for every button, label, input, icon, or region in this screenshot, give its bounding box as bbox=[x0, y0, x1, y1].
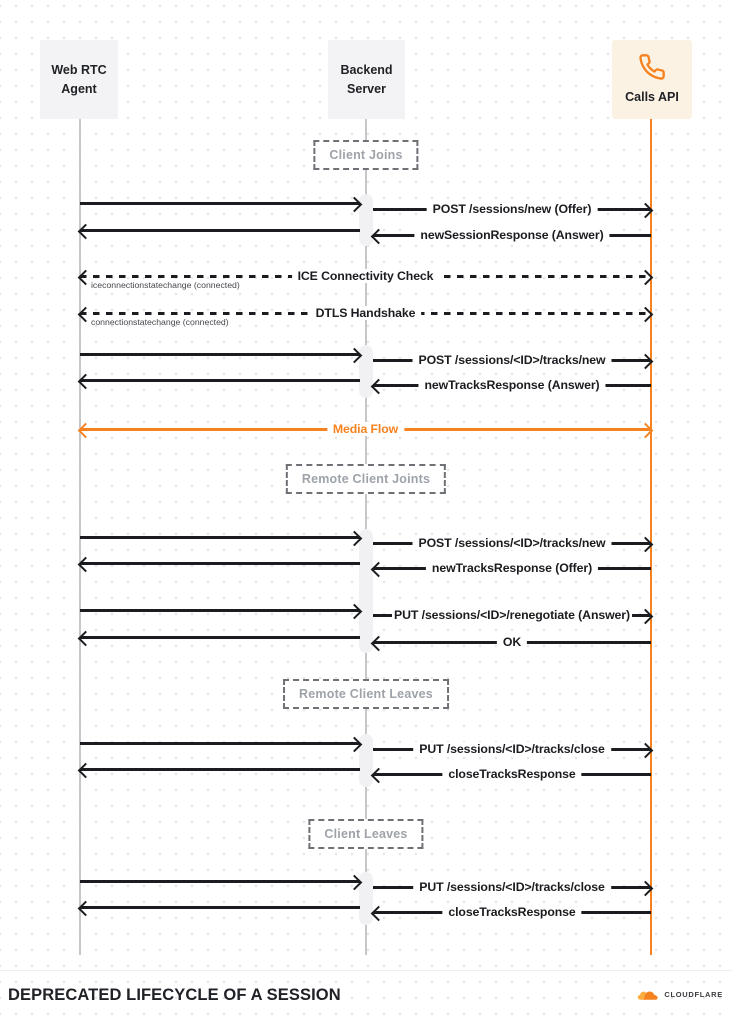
actor-backend-server: Backend Server bbox=[328, 40, 405, 119]
arrow-ice-connectivity-check: ICE Connectivity Check iceconnectionstat… bbox=[77, 269, 654, 290]
message-label: PUT /sessions/<ID>/tracks/close bbox=[413, 742, 611, 757]
arrowhead-left-icon bbox=[370, 228, 387, 244]
actor-backend-server-label: Backend Server bbox=[340, 62, 393, 96]
message-label: DTLS Handshake bbox=[309, 306, 422, 321]
lifeline-calls-api bbox=[650, 119, 652, 955]
message-label: POST /sessions/<ID>/tracks/new bbox=[412, 353, 612, 368]
arrow-dtls-handshake: DTLS Handshake connectionstatechange (co… bbox=[77, 306, 654, 327]
arrow-calls-to-backend: closeTracksResponse bbox=[370, 767, 651, 783]
brand-wordmark: CLOUDFLARE bbox=[664, 990, 723, 999]
arrowhead-left-icon bbox=[370, 905, 387, 921]
arrow-webrtc-to-backend bbox=[80, 603, 363, 619]
message-label: newTracksResponse (Answer) bbox=[418, 378, 606, 393]
arrowhead-left-icon bbox=[370, 561, 387, 577]
arrow-webrtc-to-backend bbox=[80, 874, 363, 890]
arrow-calls-to-backend: newTracksResponse (Answer) bbox=[370, 378, 651, 394]
message-label: Media Flow bbox=[326, 422, 405, 437]
arrowhead-left-icon bbox=[370, 635, 387, 651]
section-client-leaves: Client Leaves bbox=[308, 819, 424, 849]
arrow-backend-to-calls: PUT /sessions/<ID>/tracks/close bbox=[373, 880, 654, 896]
arrow-calls-to-backend: OK bbox=[370, 635, 651, 651]
phone-icon bbox=[638, 53, 666, 81]
message-label: closeTracksResponse bbox=[442, 767, 582, 782]
cloudflare-logo: CLOUDFLARE bbox=[637, 988, 723, 1001]
activation-bar bbox=[359, 345, 373, 398]
arrow-calls-to-backend: closeTracksResponse bbox=[370, 905, 651, 921]
page-title: DEPRECATED LIFECYCLE OF A SESSION bbox=[8, 986, 341, 1004]
event-note: connectionstatechange (connected) bbox=[91, 317, 229, 327]
activation-bar bbox=[359, 872, 373, 925]
section-remote-client-leaves: Remote Client Leaves bbox=[283, 679, 449, 709]
arrow-webrtc-to-backend bbox=[80, 347, 363, 363]
message-label: PUT /sessions/<ID>/tracks/close bbox=[413, 880, 611, 895]
section-remote-client-joins: Remote Client Joints bbox=[285, 464, 447, 494]
message-label: newSessionResponse (Answer) bbox=[414, 228, 610, 243]
arrow-webrtc-to-backend bbox=[80, 196, 363, 212]
actor-webrtc-agent-label: Web RTC Agent bbox=[51, 62, 107, 96]
actor-calls-api: Calls API bbox=[612, 40, 692, 119]
arrow-webrtc-to-backend bbox=[80, 736, 363, 752]
arrow-backend-to-webrtc bbox=[77, 762, 360, 778]
message-label: ICE Connectivity Check bbox=[291, 269, 440, 284]
arrowhead-left-icon bbox=[370, 767, 387, 783]
actor-calls-api-label: Calls API bbox=[625, 89, 679, 104]
arrow-backend-to-calls: POST /sessions/<ID>/tracks/new bbox=[373, 536, 654, 552]
arrow-webrtc-to-backend bbox=[80, 530, 363, 546]
message-label: newTracksResponse (Offer) bbox=[425, 561, 599, 576]
section-client-joins: Client Joins bbox=[313, 140, 419, 170]
message-label: POST /sessions/<ID>/tracks/new bbox=[412, 536, 612, 551]
arrow-backend-to-calls: PUT /sessions/<ID>/renegotiate (Answer) bbox=[373, 608, 654, 624]
arrow-calls-to-backend: newTracksResponse (Offer) bbox=[370, 561, 651, 577]
arrow-backend-to-calls: POST /sessions/<ID>/tracks/new bbox=[373, 353, 654, 369]
arrow-backend-to-calls: POST /sessions/new (Offer) bbox=[373, 202, 654, 218]
message-label: PUT /sessions/<ID>/renegotiate (Answer) bbox=[392, 608, 632, 623]
activation-bar bbox=[359, 194, 373, 246]
activation-bar bbox=[359, 734, 373, 787]
arrow-calls-to-backend: newSessionResponse (Answer) bbox=[370, 228, 651, 244]
activation-bar bbox=[359, 529, 373, 653]
message-label: OK bbox=[496, 635, 528, 650]
arrow-backend-to-webrtc bbox=[77, 556, 360, 572]
cloudflare-cloud-icon bbox=[637, 988, 661, 1001]
arrow-backend-to-webrtc bbox=[77, 373, 360, 389]
message-label: closeTracksResponse bbox=[442, 905, 582, 920]
event-note: iceconnectionstatechange (connected) bbox=[91, 280, 240, 290]
arrow-media-flow: Media Flow bbox=[77, 422, 654, 438]
actor-webrtc-agent: Web RTC Agent bbox=[40, 40, 118, 119]
arrow-backend-to-webrtc bbox=[77, 900, 360, 916]
arrow-backend-to-webrtc bbox=[77, 223, 360, 239]
message-label: POST /sessions/new (Offer) bbox=[426, 202, 598, 217]
arrowhead-left-icon bbox=[370, 378, 387, 394]
lifeline-webrtc-agent bbox=[78, 119, 81, 955]
footer-divider bbox=[0, 970, 732, 971]
arrow-backend-to-webrtc bbox=[77, 630, 360, 646]
arrow-backend-to-calls: PUT /sessions/<ID>/tracks/close bbox=[373, 742, 654, 758]
